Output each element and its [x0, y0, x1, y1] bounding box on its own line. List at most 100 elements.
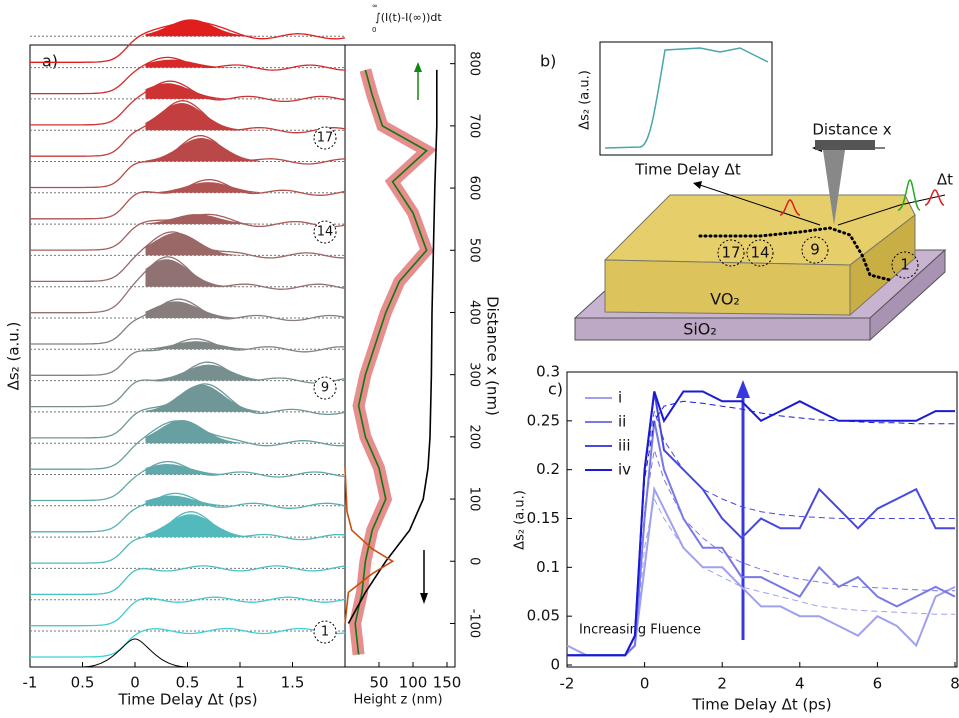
trace-fill: [145, 384, 261, 412]
trace: [30, 298, 346, 345]
trace-fill: [145, 364, 261, 381]
arrow-head: [420, 593, 428, 604]
arrow-head: [693, 181, 702, 189]
film-side: [849, 213, 916, 317]
distance-label: Distance x: [812, 121, 891, 139]
scan-path: [698, 226, 892, 282]
x-tick-label: 6: [873, 675, 883, 693]
trace-fill: [145, 301, 261, 318]
marker-circle: [313, 376, 337, 400]
x-tick-label: 100: [399, 674, 428, 692]
marker-label: 17: [721, 244, 740, 262]
substrate-front: [574, 317, 871, 341]
trace-fill: [145, 59, 261, 68]
tip-holder: [815, 140, 875, 150]
inset-y-label: Δs₂ (a.u.): [578, 70, 593, 130]
integral-label: ∫(I(t)-I(∞))dt: [375, 11, 442, 24]
trace-fill: [145, 464, 261, 475]
marker-circle: [313, 220, 337, 244]
marker-circle: [746, 239, 774, 267]
trace: [30, 231, 345, 283]
trace: [30, 100, 346, 157]
x-axis-title: Height z (nm): [353, 693, 442, 708]
trace-fill: [145, 495, 261, 506]
marker-circle: [313, 126, 337, 150]
substrate-label: SiO₂: [683, 320, 717, 339]
fit-line: [567, 497, 955, 656]
topography: [347, 69, 438, 624]
data-line: [567, 420, 956, 657]
trace: [30, 596, 346, 627]
y-tick-label: 500: [467, 238, 482, 263]
trace: [30, 338, 346, 376]
y-tick-label: 100: [467, 487, 482, 512]
y-tick-label: -100: [467, 609, 482, 639]
x-tick-label: 1.5: [281, 674, 305, 692]
x-tick-label: 50: [369, 674, 388, 692]
trace: [30, 178, 346, 220]
x-tick-label: 0: [640, 675, 650, 693]
trace: [30, 361, 346, 408]
trace-fill: [145, 514, 261, 538]
height-profile-band: [349, 68, 437, 656]
marker-circle: [801, 236, 829, 264]
y-tick-label: 700: [467, 113, 482, 138]
panel-c-frame: [566, 371, 958, 668]
height-profile: [354, 69, 428, 655]
y-tick-label: 0.15: [527, 509, 560, 527]
trace-fill: [145, 420, 261, 444]
dt-label: Δt: [937, 171, 953, 189]
fit-line: [567, 449, 955, 656]
pulse: [82, 638, 188, 668]
legend-label: ii: [618, 413, 626, 431]
pulse: [897, 179, 921, 211]
pulse: [779, 199, 801, 216]
inset-trace: [604, 47, 769, 149]
marker-label: 9: [321, 381, 329, 396]
trace: [30, 256, 346, 314]
x-tick-label: 1: [235, 674, 245, 692]
x-axis-title: Time Delay Δt (ps): [117, 691, 257, 709]
legend-label: iv: [618, 461, 631, 479]
x-tick-label: 150: [433, 674, 462, 692]
trace-fill: [145, 182, 261, 193]
trace: [30, 492, 346, 533]
marker-label: 14: [750, 244, 769, 262]
legend-label: iii: [618, 437, 631, 455]
marker-circle: [313, 620, 337, 644]
trace: [30, 627, 346, 658]
y-tick-label: 400: [467, 300, 482, 325]
panel-label: c): [548, 380, 563, 399]
trace-fill: [145, 341, 261, 350]
trace: [30, 134, 345, 189]
trace: [30, 460, 346, 502]
panel-label: a): [42, 52, 58, 71]
x-tick-label: 8: [950, 675, 959, 693]
x-axis-title: Time Delay Δt (ps): [691, 696, 831, 714]
panel-a-frame: [29, 44, 456, 668]
panel-label: b): [540, 52, 556, 71]
trace-fill: [145, 103, 261, 131]
trace-fill: [145, 259, 261, 287]
trace: [30, 80, 346, 126]
waterfall-traces: 17 14 9 1: [30, 19, 438, 668]
trace-fill: [145, 232, 261, 256]
y-tick-label: 0: [550, 656, 560, 674]
markers: 17 14 9 1: [717, 236, 919, 279]
x-tick-label: 4: [795, 675, 805, 693]
trace: [30, 420, 346, 470]
y-tick-label: 0.2: [536, 460, 560, 478]
arrow: [699, 184, 821, 226]
trace: [30, 213, 346, 251]
tip: [823, 150, 845, 225]
y-tick-label: 600: [467, 176, 482, 201]
marker-label: 14: [317, 225, 334, 240]
marker-label: 1: [321, 625, 329, 640]
marker-label: 1: [900, 256, 910, 274]
inset-x-label: Time Delay Δt: [634, 161, 741, 179]
y-tick-label: 0.3: [536, 363, 560, 381]
trace: [30, 565, 346, 596]
y-tick-label: 300: [467, 362, 482, 387]
